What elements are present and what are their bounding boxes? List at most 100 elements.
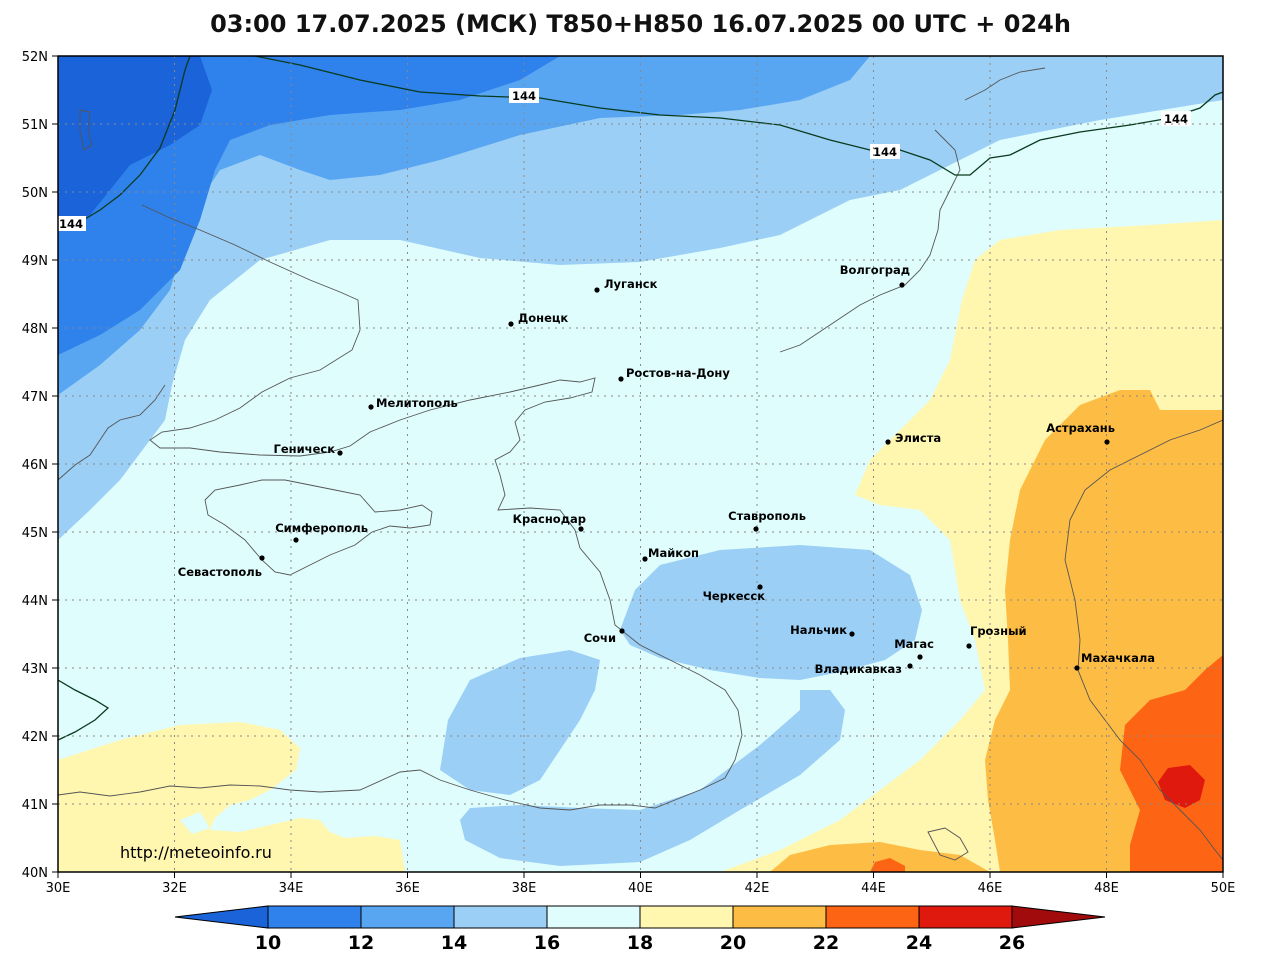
city-label: Нальчик [790,623,847,637]
city: Владикавказ [815,662,913,676]
colorbar-upper-extend [1011,905,1106,929]
city-label: Симферополь [275,521,368,535]
city: Магас [894,637,934,660]
city-marker [337,450,343,456]
city: Мелитополь [368,396,458,410]
city-marker [849,631,855,637]
band-24-26 [1158,765,1205,808]
lon-label: 36E [395,881,420,896]
colorbar-label: 26 [999,932,1025,954]
gridlines [58,56,1223,872]
city-marker [578,526,584,532]
city-label: Волгоград [840,263,910,277]
watermark: http://meteoinfo.ru [120,843,272,862]
lon-label: 30E [46,881,71,896]
colorbar-segment [639,905,734,929]
colorbar-label: 12 [348,932,374,954]
band-12-14 [58,56,870,395]
lat-label: 52N [22,50,48,65]
city-marker [368,404,374,410]
coastlines [58,67,1223,861]
contour-label: 144 [873,145,897,159]
city-marker [1104,439,1110,445]
city-label: Мелитополь [376,396,458,410]
contour-label: 144 [59,217,83,231]
city-marker [508,321,514,327]
city: Волгоград [840,263,910,288]
city: Элиста [885,431,941,445]
contour-label: 144 [1164,112,1188,126]
lat-label: 43N [22,662,48,677]
colorbar-segment [546,905,641,929]
city-label: Ростов-на-Дону [626,366,730,380]
city: Майкоп [642,546,699,562]
city-label: Черкесск [703,589,766,603]
lon-label: 38E [512,881,537,896]
colorbar: 10 12 14 16 18 20 22 24 26 [174,905,1106,954]
lon-label: 50E [1211,881,1236,896]
colorbar-label: 18 [627,932,653,954]
city: Махачкала [1074,651,1155,671]
cities: Луганск Донецк Волгоград Ростов-на-Дону Мели… [178,263,1155,676]
city: Астрахань [1046,421,1115,445]
city-marker [917,654,923,660]
city-label: Краснодар [513,512,586,526]
colorbar-label: 14 [441,932,467,954]
lat-label: 42N [22,730,48,745]
band-14-16-sea [440,650,600,795]
lat-axis: 52N 51N 50N 49N 48N 47N 46N 45N 44N 43N 42N 41N 40N [22,50,58,881]
city-label: Сочи [584,631,616,645]
city-marker [757,584,763,590]
lon-label: 46E [978,881,1003,896]
colorbar-segment [453,905,548,929]
city-label: Ставрополь [728,509,806,523]
lon-label: 42E [745,881,770,896]
city-marker [907,663,913,669]
colorbar-segment [267,905,362,929]
lat-label: 46N [22,458,48,473]
city-label: Магас [894,637,934,651]
city: Луганск [594,277,658,293]
city-marker [618,376,624,382]
colorbar-segment [825,905,920,929]
colorbar-label: 22 [813,932,839,954]
band-8-10 [58,56,212,230]
lat-label: 45N [22,526,48,541]
city-label: Майкоп [648,546,699,560]
city-label: Элиста [895,431,941,445]
city: Грозный [966,624,1027,649]
band-22-24 [1120,655,1223,872]
map-title: 03:00 17.07.2025 (МСК) T850+H850 16.07.2… [210,10,1071,38]
city-marker [753,526,759,532]
lon-label: 40E [628,881,653,896]
city-label: Геническ [274,442,336,456]
lat-label: 48N [22,322,48,337]
band-14-16-caucasus [620,545,922,680]
colorbar-lower-extend [174,905,269,929]
lat-label: 41N [22,798,48,813]
colorbar-label: 20 [720,932,746,954]
band-22-24-south [870,858,905,872]
lat-label: 51N [22,118,48,133]
city-label: Луганск [604,277,658,291]
city-label: Владикавказ [815,662,902,676]
city-marker [966,643,972,649]
lat-label: 40N [22,866,48,881]
city-label: Севастополь [178,565,262,579]
city-marker [642,556,648,562]
city-marker [293,537,299,543]
city: Черкесск [703,584,766,603]
lat-label: 50N [22,186,48,201]
city: Нальчик [790,623,855,637]
band-14-16-south [460,690,845,866]
colorbar-label: 24 [906,932,932,954]
city-marker [1074,665,1080,671]
lon-label: 48E [1094,881,1119,896]
lon-label: 34E [279,881,304,896]
colorbar-segment [918,905,1013,929]
band-18-20-sw [58,722,405,872]
city: Ставрополь [728,509,806,532]
city-marker [259,555,265,561]
city: Симферополь [275,521,368,543]
